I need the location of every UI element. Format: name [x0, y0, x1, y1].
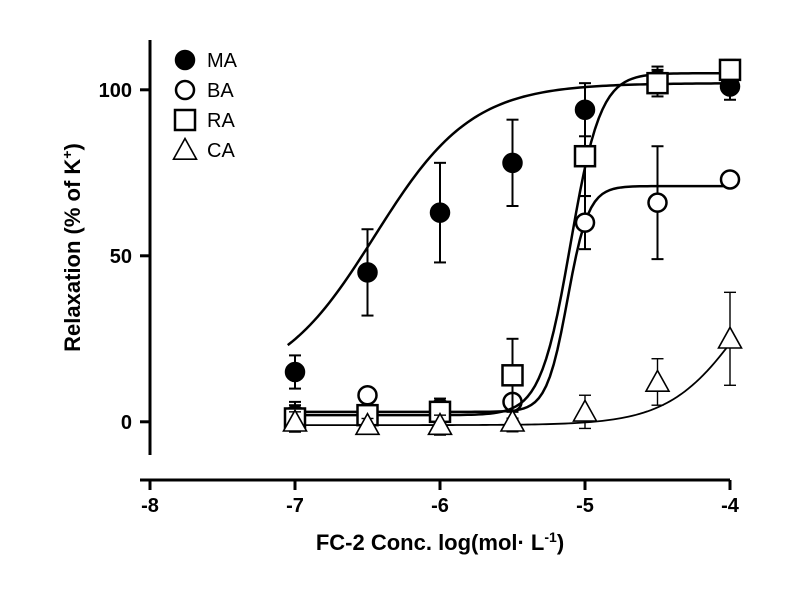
- legend-item-RA: RA: [175, 110, 235, 132]
- y-axis-label: Relaxation (% of K+): [59, 143, 85, 352]
- legend-label: RA: [207, 110, 235, 132]
- y-tick-label: 100: [99, 80, 132, 102]
- x-tick-label: -6: [431, 495, 449, 517]
- legend-label: CA: [207, 140, 235, 162]
- dose-response-chart: 0 50 100 -8 -7 -6 -5 -4 Relaxation (% of K+) FC-2…: [0, 0, 800, 589]
- x-tick-label: -4: [721, 495, 740, 517]
- legend-item-MA: MA: [176, 50, 238, 72]
- y-tick-label: 50: [110, 246, 132, 268]
- legend-label: MA: [207, 50, 238, 72]
- y-tick-label: 0: [121, 412, 132, 434]
- legend-label: BA: [207, 80, 234, 102]
- x-tick-label: -5: [576, 495, 594, 517]
- series-RA: [285, 60, 740, 432]
- legend-item-CA: CA: [174, 139, 236, 163]
- legend-item-BA: BA: [176, 80, 234, 102]
- x-tick-label: -8: [141, 495, 159, 517]
- x-tick-label: -7: [286, 495, 304, 517]
- chart-svg: 0 50 100 -8 -7 -6 -5 -4 Relaxation (% of K+) FC-2…: [0, 0, 800, 589]
- x-axis-label: FC-2 Conc. log(mol· L-1): [316, 529, 564, 555]
